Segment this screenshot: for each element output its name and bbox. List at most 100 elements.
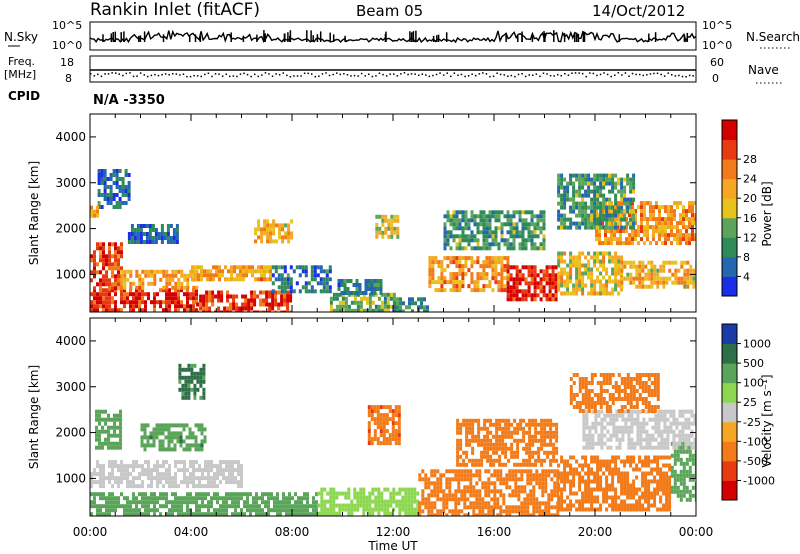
heatmap-cell [644,463,648,468]
heatmap-cell [493,485,497,490]
heatmap-cell [626,272,630,277]
heatmap-cell [156,476,159,481]
heatmap-cell [100,181,104,185]
heatmap-cell [434,280,438,285]
heatmap-cell [428,264,432,269]
heatmap-cell [322,277,326,282]
heatmap-cell [479,272,483,277]
heatmap-cell [105,274,108,279]
heatmap-cell [484,489,488,494]
heatmap-cell [678,429,682,434]
heatmap-cell [566,283,570,288]
nave-dot [596,74,598,77]
heatmap-cell [665,280,669,285]
heatmap-cell [675,421,679,426]
heatmap-cell [224,265,227,270]
heatmap-cell [660,441,664,446]
heatmap-cell [605,499,609,504]
nave-dot [539,75,541,78]
heatmap-cell [472,489,476,494]
heatmap-cell [228,464,231,469]
heatmap-cell [135,273,139,278]
heatmap-cell [392,495,396,500]
heatmap-cell [186,468,189,473]
heatmap-cell [638,455,642,460]
heatmap-cell [141,308,144,312]
heatmap-cell [117,258,120,263]
heatmap-cell [115,185,119,189]
heatmap-cell [638,459,642,464]
heatmap-cell [303,492,306,497]
heatmap-cell [572,209,576,214]
nave-dot [350,75,352,77]
heatmap-cell [670,489,674,494]
heatmap-cell [286,294,290,299]
heatmap-cell [581,275,585,280]
heatmap-cell [174,500,177,505]
heatmap-cell [515,285,519,290]
heatmap-cell [682,469,686,474]
heatmap-cell [539,281,543,286]
heatmap-cell [198,484,201,489]
heatmap-cell [289,298,293,303]
heatmap-cell [513,454,517,459]
heatmap-cell [630,445,634,450]
heatmap-cell [606,437,610,442]
heatmap-cell [512,222,516,227]
heatmap-cell [323,503,327,508]
heatmap-cell [606,429,610,434]
heatmap-cell [612,429,616,434]
heatmap-cell [124,201,128,205]
heatmap-cell [508,505,512,510]
heatmap-cell [452,276,456,281]
heatmap-cell [474,418,478,423]
heatmap-cell [626,483,630,488]
heatmap-cell [566,181,570,186]
heatmap-cell [118,205,122,209]
heatmap-cell [501,426,505,431]
heatmap-cell [207,468,210,473]
heatmap-cell [189,480,192,485]
heatmap-cell [381,234,385,239]
heatmap-cell [304,265,308,270]
heatmap-cell [93,286,96,291]
heatmap-cell [245,269,248,274]
heatmap-cell [593,499,597,504]
heatmap-cell [446,238,450,243]
nave-dot [421,73,423,75]
heatmap-cell [127,189,131,193]
heatmap-cell [539,226,543,231]
heatmap-cell [396,218,400,223]
heatmap-cell [454,513,458,516]
heatmap-cell [526,513,530,516]
heatmap-cell [214,310,218,312]
heatmap-cell [540,446,544,451]
heatmap-cell [599,287,603,292]
heatmap-cell [494,260,498,265]
heatmap-cell [99,512,102,516]
nave-dot [685,76,687,78]
nave-dot [257,75,259,78]
heatmap-cell [629,272,633,277]
heatmap-cell [267,500,270,505]
heatmap-cell [105,308,108,312]
heatmap-cell [685,489,689,494]
heatmap-cell [240,492,243,497]
heatmap-cell [220,310,224,312]
heatmap-cell [282,508,285,513]
heatmap-cell [539,246,543,251]
heatmap-cell [587,479,591,484]
heatmap-cell [500,280,504,285]
heatmap-cell [602,255,606,260]
heatmap-cell [106,185,110,189]
heatmap-cell [500,210,504,215]
heatmap-cell [476,246,480,251]
heatmap-cell [344,296,348,301]
heatmap-cell [569,209,573,214]
heatmap-cell [676,489,680,494]
heatmap-cell [616,217,619,222]
heatmap-cell [680,276,684,281]
heatmap-cell [620,459,624,464]
heatmap-cell [533,285,537,290]
